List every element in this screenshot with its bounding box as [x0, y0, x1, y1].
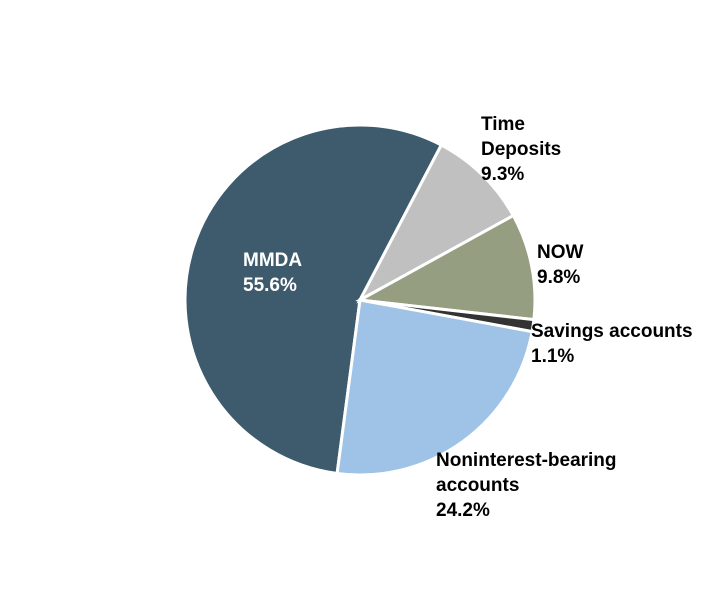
slice-label-savings-accounts: Savings accounts 1.1%: [531, 321, 693, 367]
slice-label-line: 1.1%: [531, 346, 574, 367]
labels-layer: MMDA 55.6% Time Deposits 9.3% NOW 9.8% Savings …: [243, 114, 693, 521]
pie-slice-noninterest-bearing-accounts: [335, 298, 534, 477]
slices-layer: [183, 123, 537, 477]
pie-slice-mmda: [183, 123, 444, 476]
slice-label-line: Time: [481, 114, 525, 135]
slice-label-line: Deposits: [481, 139, 561, 160]
slice-label-line: MMDA: [243, 250, 302, 271]
slice-label-now: NOW 9.8%: [537, 242, 584, 288]
slice-label-line: Savings accounts: [531, 321, 693, 342]
slice-label-noninterest-bearing-accounts: Noninterest-bearing accounts 24.2%: [436, 450, 617, 521]
slice-label-time-deposits: Time Deposits 9.3%: [481, 114, 561, 185]
pie-slice-time-deposits: [356, 143, 516, 304]
slice-label-line: Noninterest-bearing: [436, 450, 617, 471]
slice-label-line: 24.2%: [436, 500, 490, 521]
slice-label-line: 9.8%: [537, 267, 580, 288]
slice-label-line: 55.6%: [243, 275, 297, 296]
slice-label-line: 9.3%: [481, 164, 524, 185]
pie-slice-now: [355, 213, 537, 322]
slice-label-line: accounts: [436, 475, 519, 496]
slice-label-line: NOW: [537, 242, 584, 263]
slice-label-mmda: MMDA 55.6%: [243, 250, 302, 296]
